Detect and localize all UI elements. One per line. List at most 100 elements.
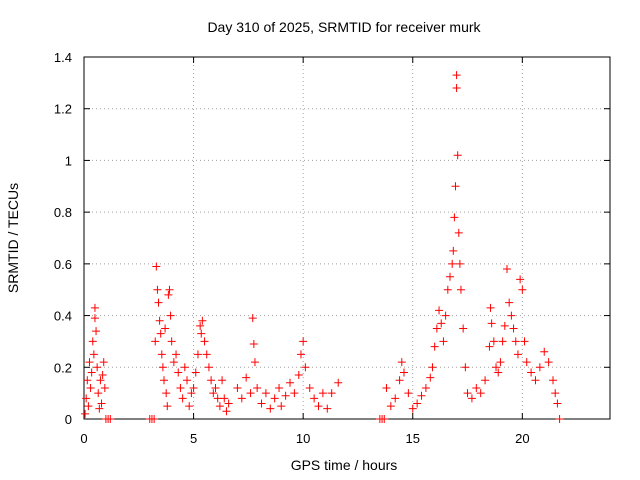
data-point — [157, 350, 166, 359]
data-point — [467, 394, 476, 403]
data-point — [299, 337, 308, 346]
data-point — [395, 376, 404, 385]
data-point — [159, 376, 168, 385]
data-point — [169, 358, 178, 367]
y-tick-label: 1 — [65, 153, 72, 168]
data-point — [281, 391, 290, 400]
data-point — [518, 285, 527, 294]
y-tick-label: 0.2 — [54, 360, 72, 375]
data-point — [421, 383, 430, 392]
data-point — [209, 389, 218, 398]
data-point — [318, 389, 327, 398]
data-point — [397, 358, 406, 367]
data-point — [481, 376, 490, 385]
x-tick-label: 5 — [190, 431, 197, 446]
data-point — [156, 329, 165, 338]
data-point — [463, 389, 472, 398]
grid-lines — [84, 57, 610, 419]
data-point — [162, 389, 171, 398]
data-point — [95, 404, 104, 413]
data-point — [166, 311, 175, 320]
data-point — [476, 389, 485, 398]
data-point — [151, 337, 160, 346]
data-point — [237, 394, 246, 403]
data-point — [84, 402, 93, 411]
data-point — [391, 394, 400, 403]
data-point — [492, 363, 501, 372]
data-point — [215, 402, 224, 411]
data-point — [90, 314, 99, 323]
chart-title: Day 310 of 2025, SRMTID for receiver mur… — [207, 19, 481, 35]
data-point — [249, 340, 258, 349]
data-point — [97, 399, 106, 408]
data-point — [167, 337, 176, 346]
y-tick-label: 0.8 — [54, 205, 72, 220]
data-point — [426, 373, 435, 382]
data-point — [310, 394, 319, 403]
data-point — [509, 324, 518, 333]
data-point — [150, 415, 159, 423]
data-point — [83, 376, 92, 385]
data-point — [502, 265, 511, 274]
data-point — [439, 337, 448, 346]
data-point — [496, 358, 505, 367]
data-point — [155, 316, 164, 325]
data-point — [185, 402, 194, 411]
data-point — [500, 321, 509, 330]
data-point — [100, 383, 109, 392]
data-point — [408, 404, 417, 413]
data-point — [437, 319, 446, 328]
data-point — [486, 303, 495, 312]
data-point — [86, 383, 95, 392]
data-point — [88, 337, 97, 346]
data-point — [191, 368, 200, 377]
data-point — [452, 71, 461, 80]
y-axis-label: SRMTID / TECUs — [5, 183, 21, 293]
data-point — [163, 402, 172, 411]
data-point — [261, 389, 270, 398]
data-point — [178, 394, 187, 403]
data-point — [204, 363, 213, 372]
data-point — [455, 259, 464, 268]
y-tick-label: 0.4 — [54, 309, 72, 324]
data-point — [172, 350, 181, 359]
data-point — [248, 314, 257, 323]
data-point — [87, 368, 96, 377]
data-point — [275, 383, 284, 392]
data-point — [443, 285, 452, 294]
data-point — [461, 363, 470, 372]
data-point — [452, 84, 461, 93]
data-point — [485, 342, 494, 351]
data-point — [266, 404, 275, 413]
data-point — [472, 383, 481, 392]
y-tick-label: 0.6 — [54, 257, 72, 272]
data-point — [290, 389, 299, 398]
data-point — [520, 337, 529, 346]
data-point — [456, 285, 465, 294]
data-point — [197, 329, 206, 338]
data-point — [187, 389, 196, 398]
data-point — [450, 213, 459, 222]
data-point — [535, 363, 544, 372]
data-point — [253, 383, 262, 392]
data-point — [505, 298, 514, 307]
data-point — [233, 383, 242, 392]
data-point — [164, 290, 173, 299]
data-point — [428, 363, 437, 372]
data-point — [211, 383, 220, 392]
data-point — [551, 389, 560, 398]
data-point — [165, 285, 174, 294]
x-tick-label: 0 — [80, 431, 87, 446]
data-point — [81, 409, 90, 418]
data-point — [489, 337, 498, 346]
data-point — [511, 337, 520, 346]
data-point — [544, 358, 553, 367]
data-point — [286, 378, 295, 387]
data-point — [220, 394, 229, 403]
data-point — [453, 151, 462, 160]
y-tick-label: 1.2 — [54, 102, 72, 117]
data-point — [294, 371, 303, 380]
data-point — [399, 368, 408, 377]
data-point — [454, 228, 463, 237]
